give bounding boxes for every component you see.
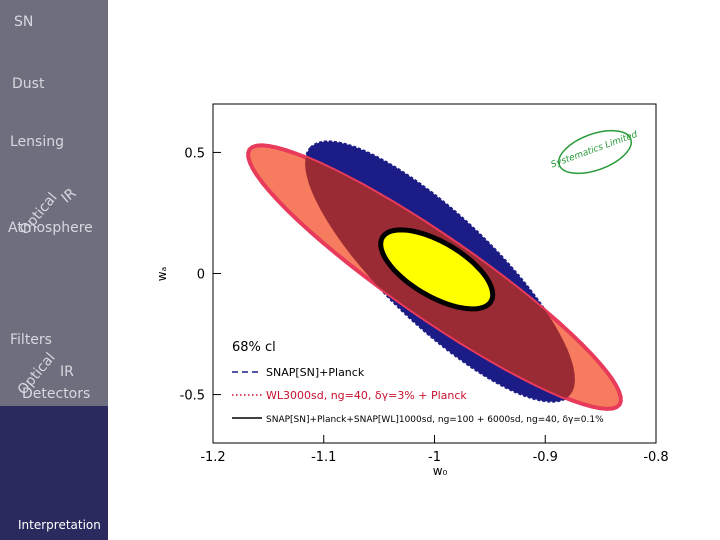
y-tick-label: -0.5: [180, 389, 205, 404]
annotation: 68% cl: [232, 340, 276, 355]
x-tick-label: -1: [428, 450, 441, 465]
sidebar-item: SN: [14, 14, 34, 30]
y-axis-label: wₐ: [155, 267, 169, 282]
legend-label: WL3000sd, ng=40, δγ=3% + Planck: [266, 389, 467, 402]
sidebar-item: Lensing: [10, 134, 64, 150]
sidebar-item: Interpretation: [18, 518, 101, 532]
legend-label: SNAP[SN]+Planck: [266, 366, 365, 379]
sidebar-item: Detectors: [22, 386, 91, 402]
logo-oval: [558, 129, 632, 175]
x-tick-label: -1.2: [200, 450, 225, 465]
y-tick-label: 0.5: [184, 146, 205, 161]
sidebar-item: Dust: [12, 76, 45, 92]
x-tick-label: -0.8: [643, 450, 668, 465]
sidebar-item: Filters: [10, 332, 52, 348]
x-axis-label: w₀: [433, 464, 448, 478]
sidebar: SN Dust Lensing Optical IR Atmosphere Filters O…: [0, 0, 108, 540]
x-tick-label: -0.9: [533, 450, 558, 465]
logo: Systematics Limited: [550, 130, 639, 171]
sidebar-item: Atmosphere: [8, 220, 93, 236]
legend-label: SNAP[SN]+Planck+SNAP[WL]1000sd, ng=100 +…: [266, 415, 604, 425]
sidebar-highlight: [0, 406, 108, 540]
y-tick-label: 0: [197, 268, 205, 283]
ellipse: [378, 227, 496, 312]
x-tick-label: -1.1: [311, 450, 336, 465]
sidebar-item: IR: [60, 364, 74, 380]
